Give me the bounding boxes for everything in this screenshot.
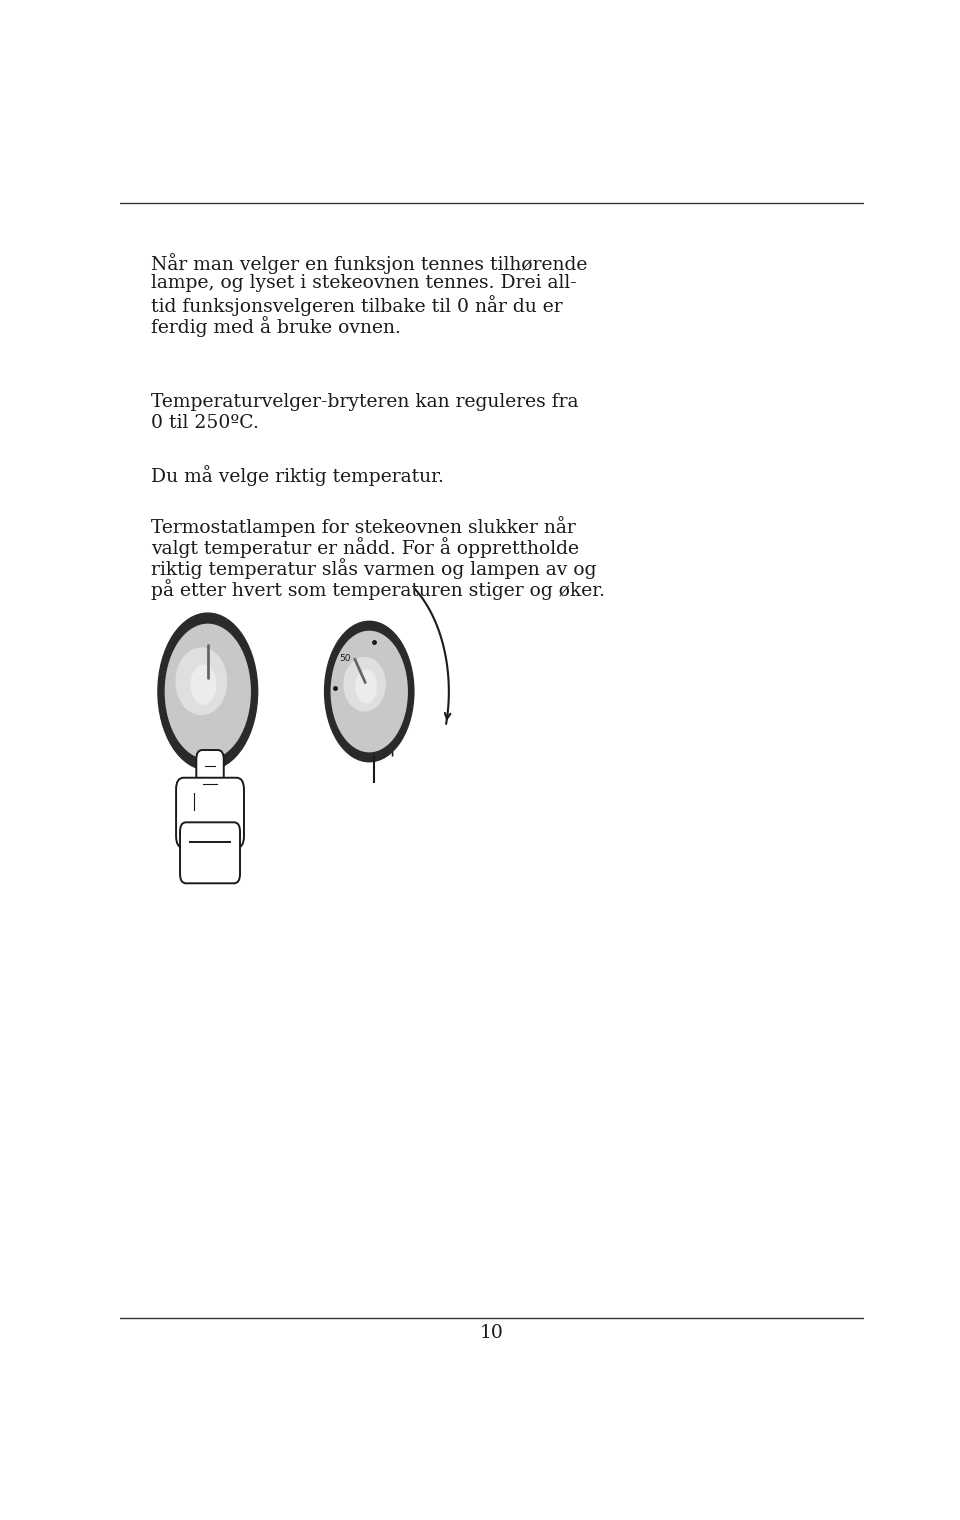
Text: |: | xyxy=(353,736,360,755)
Text: °C: °C xyxy=(368,737,395,755)
Ellipse shape xyxy=(176,648,228,716)
Text: |: | xyxy=(227,736,233,755)
Text: |: | xyxy=(191,736,198,755)
Text: 10: 10 xyxy=(480,1324,504,1342)
FancyBboxPatch shape xyxy=(196,749,224,804)
Circle shape xyxy=(324,622,414,762)
Text: riktig temperatur slås varmen og lampen av og: riktig temperatur slås varmen og lampen … xyxy=(152,558,597,579)
Text: tid funksjonsvelgeren tilbake til 0 når du er: tid funksjonsvelgeren tilbake til 0 når … xyxy=(152,295,563,316)
Text: 0 til 250ºC.: 0 til 250ºC. xyxy=(152,413,259,432)
Text: valgt temperatur er nådd. For å opprettholde: valgt temperatur er nådd. For å oppretth… xyxy=(152,537,579,558)
Text: Du må velge riktig temperatur.: Du må velge riktig temperatur. xyxy=(152,465,444,486)
Text: Når man velger en funksjon tennes tilhørende: Når man velger en funksjon tennes tilhør… xyxy=(152,252,588,274)
FancyBboxPatch shape xyxy=(176,778,244,848)
Text: 50: 50 xyxy=(340,654,351,663)
Circle shape xyxy=(190,664,216,705)
FancyBboxPatch shape xyxy=(180,822,240,883)
Text: Termostatlampen for stekeovnen slukker når: Termostatlampen for stekeovnen slukker n… xyxy=(152,517,576,537)
Text: °C: °C xyxy=(205,737,232,755)
Text: ferdig med å bruke ovnen.: ferdig med å bruke ovnen. xyxy=(152,316,401,337)
Text: på etter hvert som temperaturen stiger og øker.: på etter hvert som temperaturen stiger o… xyxy=(152,579,605,600)
Circle shape xyxy=(355,670,377,704)
Text: Temperaturvelger-bryteren kan reguleres fra: Temperaturvelger-bryteren kan reguleres … xyxy=(152,394,579,410)
Circle shape xyxy=(158,613,257,771)
Circle shape xyxy=(165,623,251,760)
Ellipse shape xyxy=(344,657,386,711)
Text: lampe, og lyset i stekeovnen tennes. Drei all-: lampe, og lyset i stekeovnen tennes. Dre… xyxy=(152,274,577,292)
Circle shape xyxy=(330,631,408,752)
Text: |: | xyxy=(389,736,396,755)
